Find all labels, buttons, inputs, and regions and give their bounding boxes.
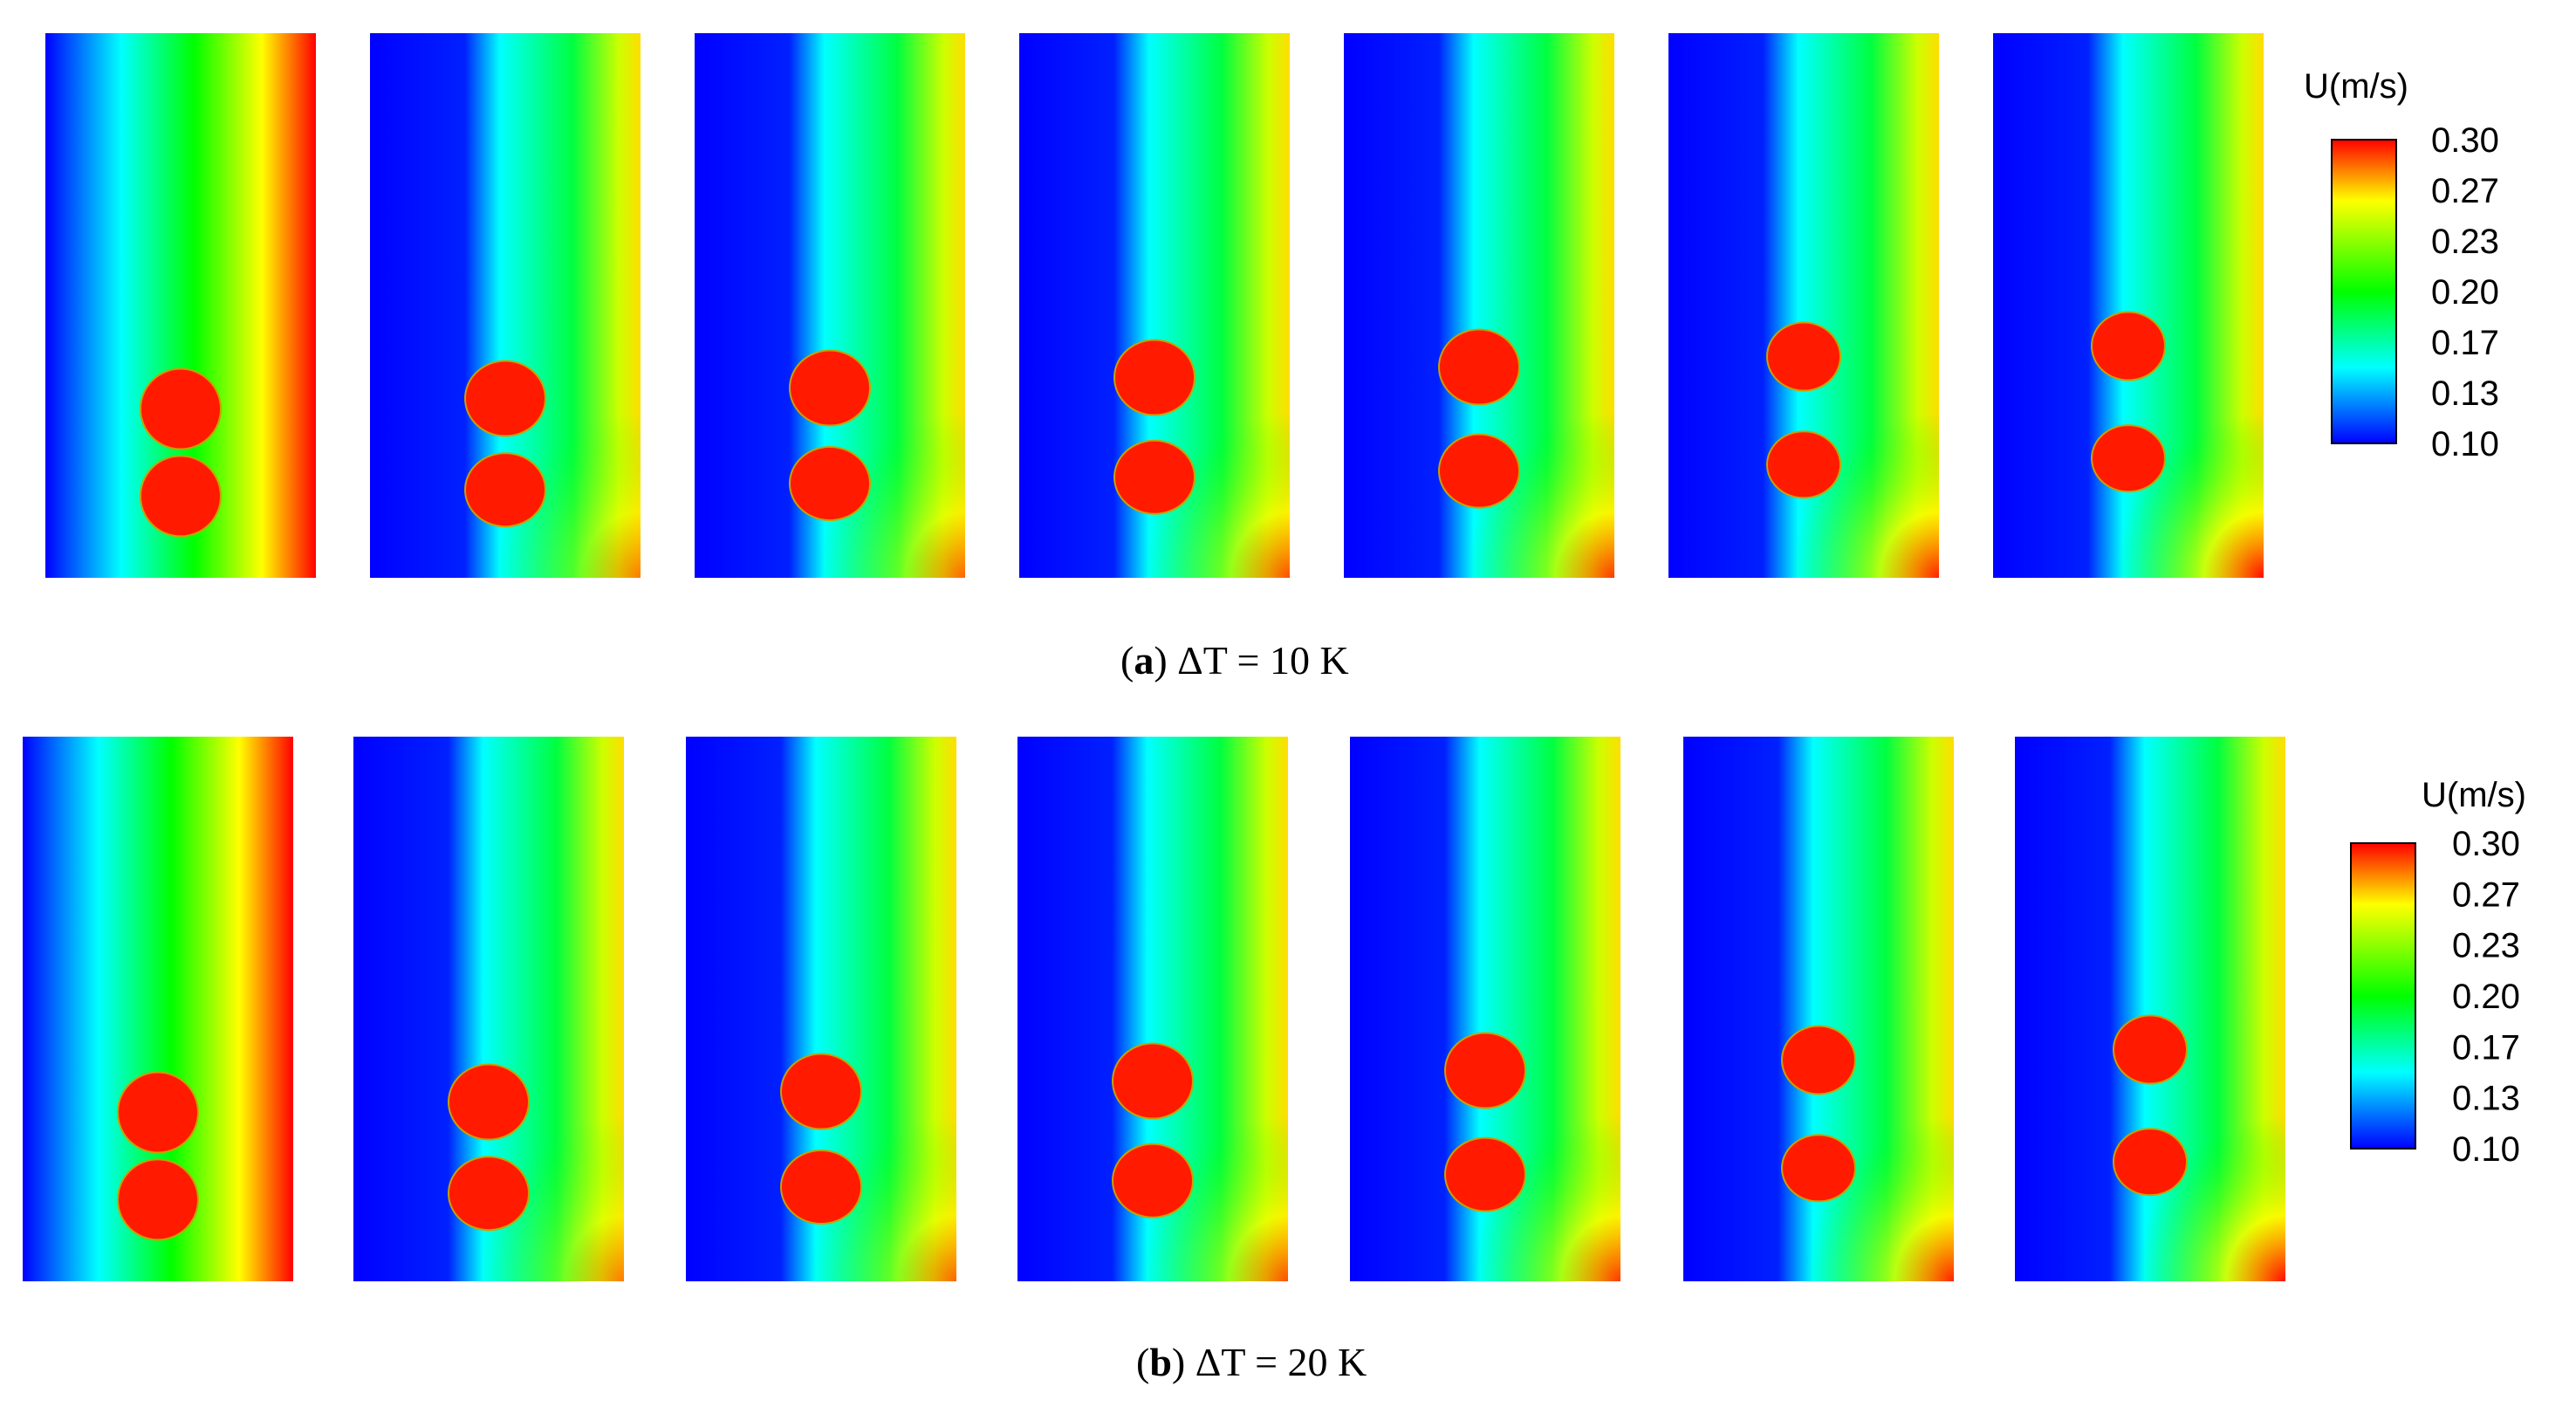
droplet-upper-b-6	[1781, 1025, 1856, 1095]
colorbar-tick-label: 0.20	[2431, 273, 2499, 312]
field-panel-b-6	[1683, 737, 1954, 1281]
droplet-upper-b-7	[2113, 1014, 2188, 1085]
colorbar-a-title: U(m/s)	[2304, 67, 2408, 106]
row-b-panels	[23, 737, 2285, 1281]
colorbar-tick-label: 0.13	[2452, 1080, 2520, 1118]
droplet-lower-a-5	[1438, 433, 1520, 509]
field-panel-b-1	[23, 737, 293, 1281]
field-panel-b-7	[2015, 737, 2285, 1281]
colorbar-tick-label: 0.27	[2452, 875, 2520, 914]
colorbar-a: U(m/s) 0.30 0.27 0.23 0.20 0.17 0.13 0.10	[2304, 67, 2499, 463]
droplet-upper-b-4	[1112, 1042, 1194, 1120]
droplet-upper-b-5	[1444, 1032, 1526, 1109]
field-panel-a-6	[1668, 33, 1939, 578]
colorbar-tick-label: 0.23	[2452, 927, 2520, 965]
colorbar-tick-label: 0.27	[2431, 172, 2499, 210]
droplet-lower-a-1	[140, 455, 222, 538]
droplet-lower-b-3	[780, 1150, 862, 1225]
droplet-upper-a-2	[464, 360, 546, 437]
droplet-lower-a-7	[2091, 424, 2166, 493]
colorbar-tick-label: 0.10	[2452, 1130, 2520, 1169]
caption-a: (a) ΔT = 10 K	[1120, 638, 1349, 683]
droplet-lower-b-2	[448, 1156, 530, 1232]
colorbar-tick-label: 0.30	[2431, 121, 2499, 160]
droplet-lower-a-6	[1766, 430, 1841, 499]
droplet-lower-b-5	[1444, 1136, 1526, 1212]
colorbar-b-title: U(m/s)	[2422, 776, 2526, 814]
droplet-upper-a-1	[140, 367, 222, 450]
caption-b: (b) ΔT = 20 K	[1136, 1340, 1367, 1384]
colorbar-tick-label: 0.13	[2431, 374, 2499, 413]
caption-b-text: ΔT = 20 K	[1195, 1340, 1367, 1384]
droplet-lower-b-1	[117, 1158, 199, 1241]
caption-b-label: b	[1149, 1340, 1172, 1384]
droplet-upper-a-3	[789, 349, 871, 427]
droplet-upper-a-6	[1766, 321, 1841, 392]
droplet-lower-a-2	[464, 452, 546, 528]
colorbar-tick-label: 0.17	[2452, 1028, 2520, 1067]
droplet-lower-a-3	[789, 446, 871, 521]
droplet-upper-a-7	[2091, 311, 2166, 381]
colorbar-tick-label: 0.10	[2431, 425, 2499, 463]
field-panel-a-1	[45, 33, 316, 578]
colorbar-tick-label: 0.17	[2431, 324, 2499, 362]
field-panel-b-3	[686, 737, 956, 1281]
droplet-upper-a-4	[1113, 339, 1196, 416]
droplet-upper-b-1	[117, 1071, 199, 1154]
field-panel-b-2	[353, 737, 624, 1281]
droplet-upper-b-2	[448, 1063, 530, 1141]
droplet-lower-b-7	[2113, 1128, 2188, 1197]
droplet-lower-b-6	[1781, 1134, 1856, 1203]
field-panel-b-4	[1017, 737, 1288, 1281]
colorbar-b: U(m/s) 0.30 0.27 0.23 0.20 0.17 0.13 0.10	[2350, 776, 2526, 1169]
field-panel-b-5	[1350, 737, 1620, 1281]
field-panel-a-4	[1019, 33, 1290, 578]
row-a-panels	[45, 33, 2264, 578]
colorbar-tick-label: 0.23	[2431, 223, 2499, 261]
caption-a-label: a	[1134, 638, 1154, 683]
colorbar-tick-label: 0.20	[2452, 978, 2520, 1016]
field-panel-a-7	[1993, 33, 2264, 578]
colorbar-tick-label: 0.30	[2452, 825, 2520, 863]
colorbar-b-bar	[2350, 842, 2416, 1150]
droplet-upper-b-3	[780, 1053, 862, 1130]
field-panel-a-3	[695, 33, 965, 578]
droplet-lower-b-4	[1112, 1143, 1194, 1218]
field-panel-a-2	[370, 33, 641, 578]
caption-a-text: ΔT = 10 K	[1177, 638, 1349, 683]
droplet-upper-a-5	[1438, 328, 1520, 406]
field-panel-a-5	[1344, 33, 1614, 578]
colorbar-a-bar	[2331, 139, 2397, 444]
droplet-lower-a-4	[1113, 439, 1196, 515]
